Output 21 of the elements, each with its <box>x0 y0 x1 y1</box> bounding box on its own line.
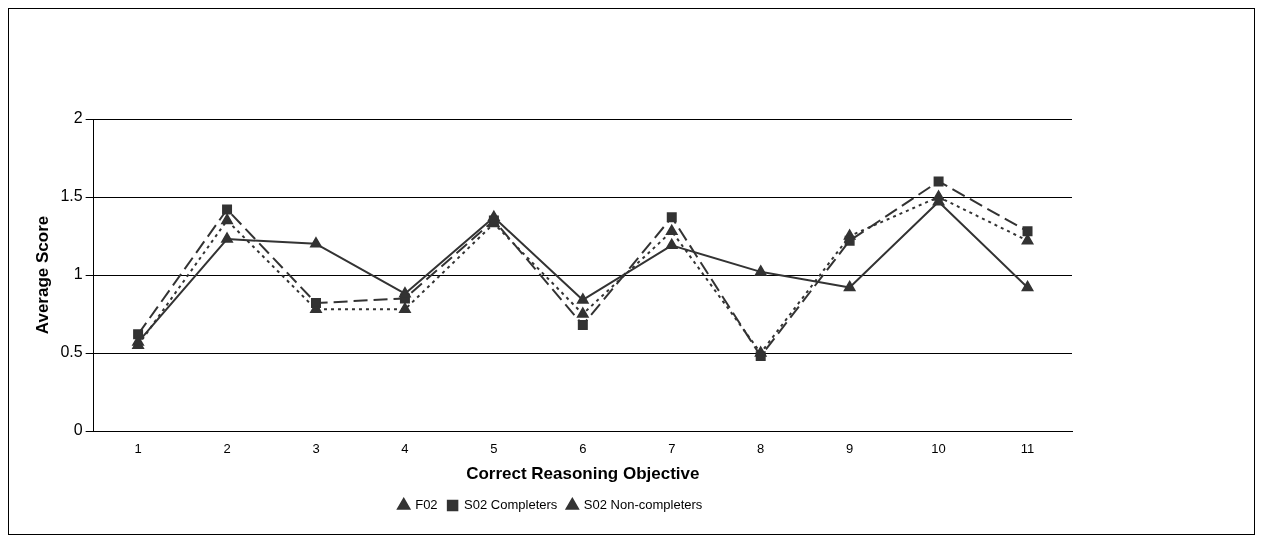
x-tick-label: 4 <box>401 441 409 457</box>
y-tick-label: 0 <box>73 421 83 439</box>
x-tick-label: 7 <box>668 441 676 457</box>
y-tick-label: 1 <box>73 265 83 283</box>
y-tick-label: 2 <box>73 109 83 127</box>
x-tick-label: 9 <box>846 441 854 457</box>
y-tick-label: 0.5 <box>60 343 83 361</box>
x-tick-label: 11 <box>1020 441 1035 457</box>
x-tick-label: 10 <box>931 441 946 457</box>
legend-label: F02 <box>415 497 438 513</box>
x-tick-label: 6 <box>579 441 587 457</box>
y-tick-label: 1.5 <box>60 187 83 205</box>
x-tick-label: 2 <box>223 441 231 457</box>
x-tick-label: 3 <box>312 441 320 457</box>
legend-label: S02 Completers <box>464 497 558 513</box>
x-tick-label: 8 <box>757 441 765 457</box>
x-axis-title: Correct Reasoning Objective <box>466 464 700 484</box>
y-axis-title: Average Score <box>32 215 52 335</box>
x-tick-label: 5 <box>490 441 498 457</box>
legend-label: S02 Non-completers <box>583 497 703 513</box>
x-tick-label: 1 <box>134 441 142 457</box>
